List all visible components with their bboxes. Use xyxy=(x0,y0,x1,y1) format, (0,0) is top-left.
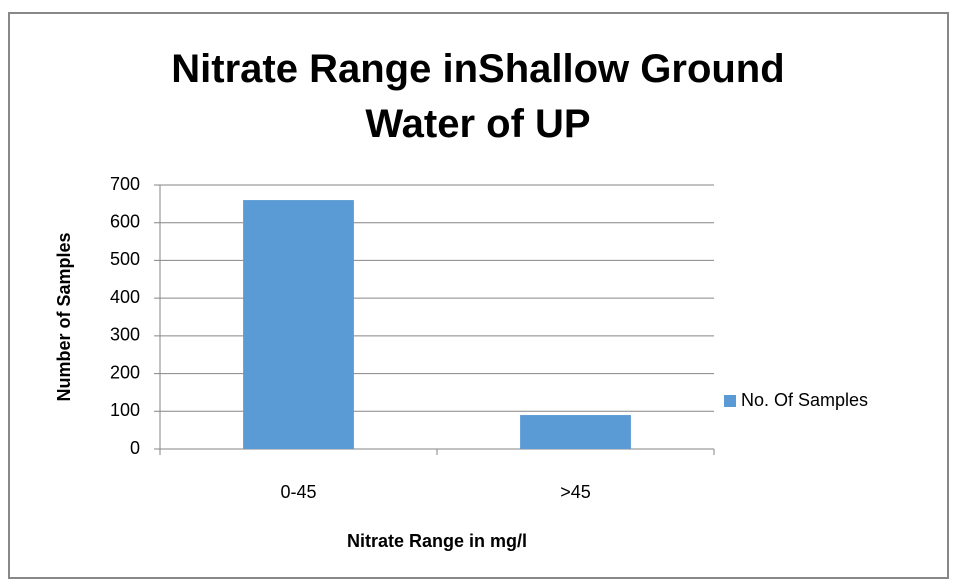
y-axis-title: Number of Samples xyxy=(54,232,74,401)
chart-border xyxy=(8,12,949,579)
y-tick-label: 200 xyxy=(110,362,140,382)
y-tick-label: 400 xyxy=(110,287,140,307)
legend-swatch xyxy=(724,395,736,407)
y-tick-label: 100 xyxy=(110,400,140,420)
x-tick-label: 0-45 xyxy=(280,482,316,502)
y-tick-label: 0 xyxy=(130,438,140,458)
y-tick-label: 300 xyxy=(110,325,140,345)
x-axis-title: Nitrate Range in mg/l xyxy=(347,531,527,551)
y-tick-label: 600 xyxy=(110,211,140,231)
legend-label: No. Of Samples xyxy=(741,390,868,410)
y-tick-label: 500 xyxy=(110,249,140,269)
y-tick-label: 700 xyxy=(110,174,140,194)
chart-title: Nitrate Range inShallow Ground Water of … xyxy=(171,47,785,146)
bar xyxy=(520,415,631,449)
bar xyxy=(243,200,354,449)
x-tick-label: >45 xyxy=(560,482,591,502)
